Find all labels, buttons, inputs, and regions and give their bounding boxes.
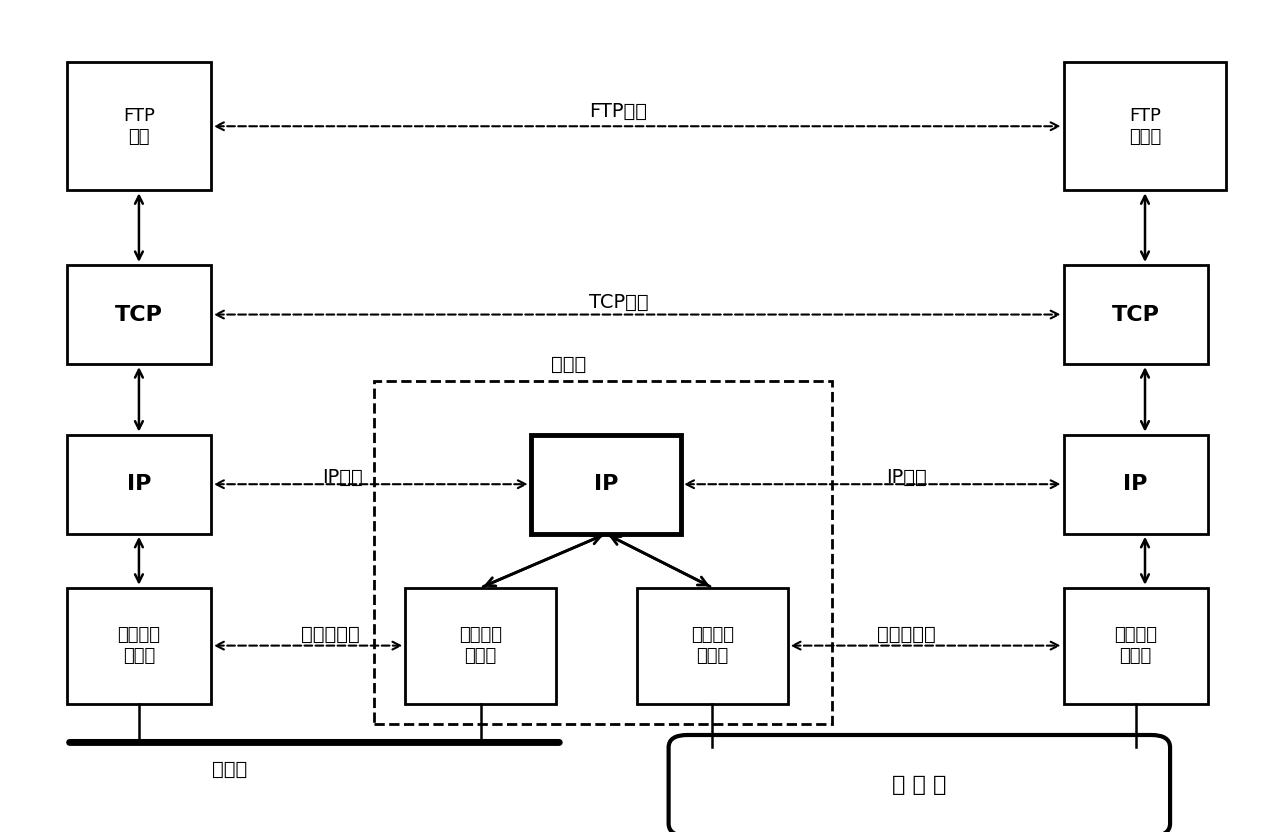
Text: 令牌环协议: 令牌环协议 [877, 625, 936, 645]
Text: FTP
服务器: FTP 服务器 [1129, 107, 1161, 145]
Text: TCP: TCP [1112, 304, 1160, 324]
FancyBboxPatch shape [405, 588, 555, 704]
FancyBboxPatch shape [67, 435, 211, 534]
Text: FTP协议: FTP协议 [589, 102, 647, 121]
FancyBboxPatch shape [67, 588, 211, 704]
FancyBboxPatch shape [67, 62, 211, 191]
Text: IP: IP [593, 474, 618, 494]
FancyBboxPatch shape [531, 435, 681, 534]
Text: 令 牌 环: 令 牌 环 [892, 776, 946, 796]
Text: IP协议: IP协议 [322, 468, 363, 487]
Text: 以太网驱
动程序: 以太网驱 动程序 [117, 626, 160, 665]
Text: 路由器: 路由器 [550, 354, 586, 374]
Text: 以太网驱
动程序: 以太网驱 动程序 [459, 626, 502, 665]
FancyBboxPatch shape [67, 265, 211, 364]
Text: TCP协议: TCP协议 [588, 293, 649, 312]
Text: IP协议: IP协议 [886, 468, 928, 487]
Text: 以太网: 以太网 [212, 760, 247, 779]
Text: 令牌环驱
动程序: 令牌环驱 动程序 [1114, 626, 1157, 665]
Text: TCP: TCP [115, 304, 163, 324]
Text: 以太网协议: 以太网协议 [300, 625, 360, 645]
Text: 令牌环驱
动程序: 令牌环驱 动程序 [692, 626, 734, 665]
FancyBboxPatch shape [1064, 62, 1227, 191]
FancyBboxPatch shape [1064, 435, 1208, 534]
Text: IP: IP [126, 474, 151, 494]
FancyBboxPatch shape [1064, 588, 1208, 704]
FancyBboxPatch shape [637, 588, 787, 704]
Text: IP: IP [1123, 474, 1147, 494]
Text: FTP
客户: FTP 客户 [122, 107, 155, 145]
FancyBboxPatch shape [669, 735, 1170, 836]
FancyBboxPatch shape [1064, 265, 1208, 364]
